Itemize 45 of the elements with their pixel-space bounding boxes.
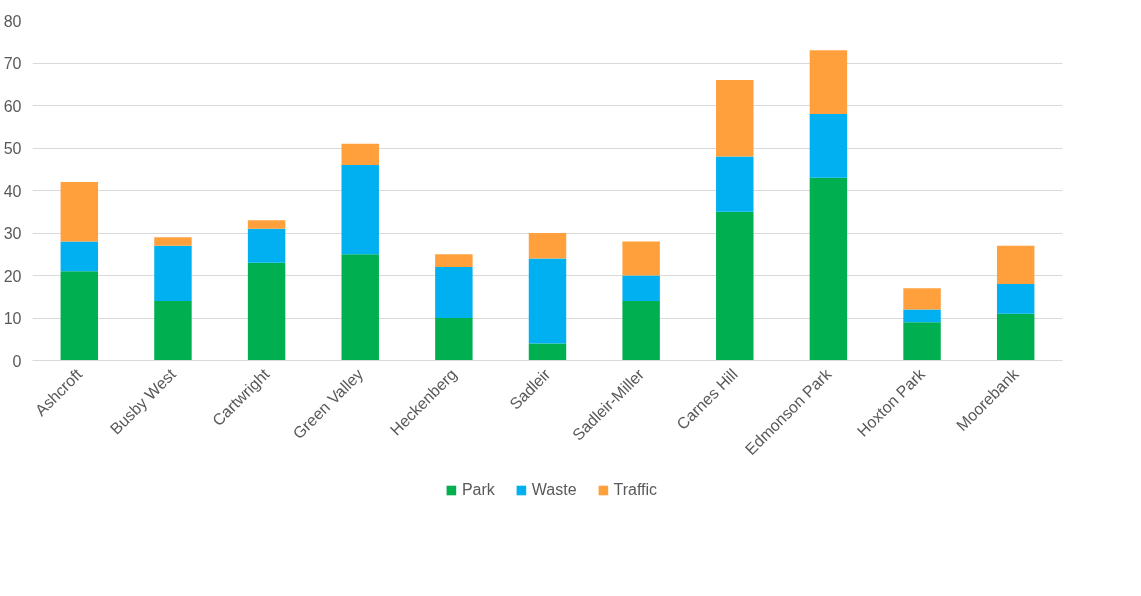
bar [60,271,99,361]
bar [435,267,473,318]
bar [809,114,848,178]
bar [903,288,941,310]
bar [247,228,286,263]
bar [622,301,660,361]
bar [60,182,99,242]
bar [716,80,754,157]
bar [341,254,379,361]
bar [154,245,192,301]
bar [622,275,660,301]
bar [809,177,848,361]
y-tick-label: 10 [3,310,22,327]
legend-label: Traffic [613,480,658,499]
bar [341,165,379,255]
bar [903,322,941,361]
bar [716,211,754,361]
bar [809,50,848,114]
bar [996,245,1035,284]
y-tick-label: 50 [3,140,22,157]
bar [154,237,192,246]
bar [247,262,286,361]
y-tick-label: 0 [12,352,22,370]
bar [903,309,941,323]
bar [60,241,99,272]
y-tick-label: 20 [3,267,22,285]
y-tick-label: 80 [3,12,22,30]
bar [154,301,192,361]
bar [528,233,567,259]
y-tick-label: 40 [3,182,22,200]
y-tick-label: 60 [3,97,22,115]
y-tick-label: 30 [3,225,22,242]
legend-label: Waste [531,480,577,499]
bar [716,156,754,212]
bar [996,284,1035,314]
bar [528,258,567,344]
bar [435,318,473,361]
bar [247,220,286,229]
bar [341,143,379,165]
bar [528,343,567,361]
legend-label: Park [461,480,495,499]
bar [435,254,473,267]
y-tick-label: 70 [3,55,22,72]
bar [622,241,660,276]
bar [996,313,1035,361]
